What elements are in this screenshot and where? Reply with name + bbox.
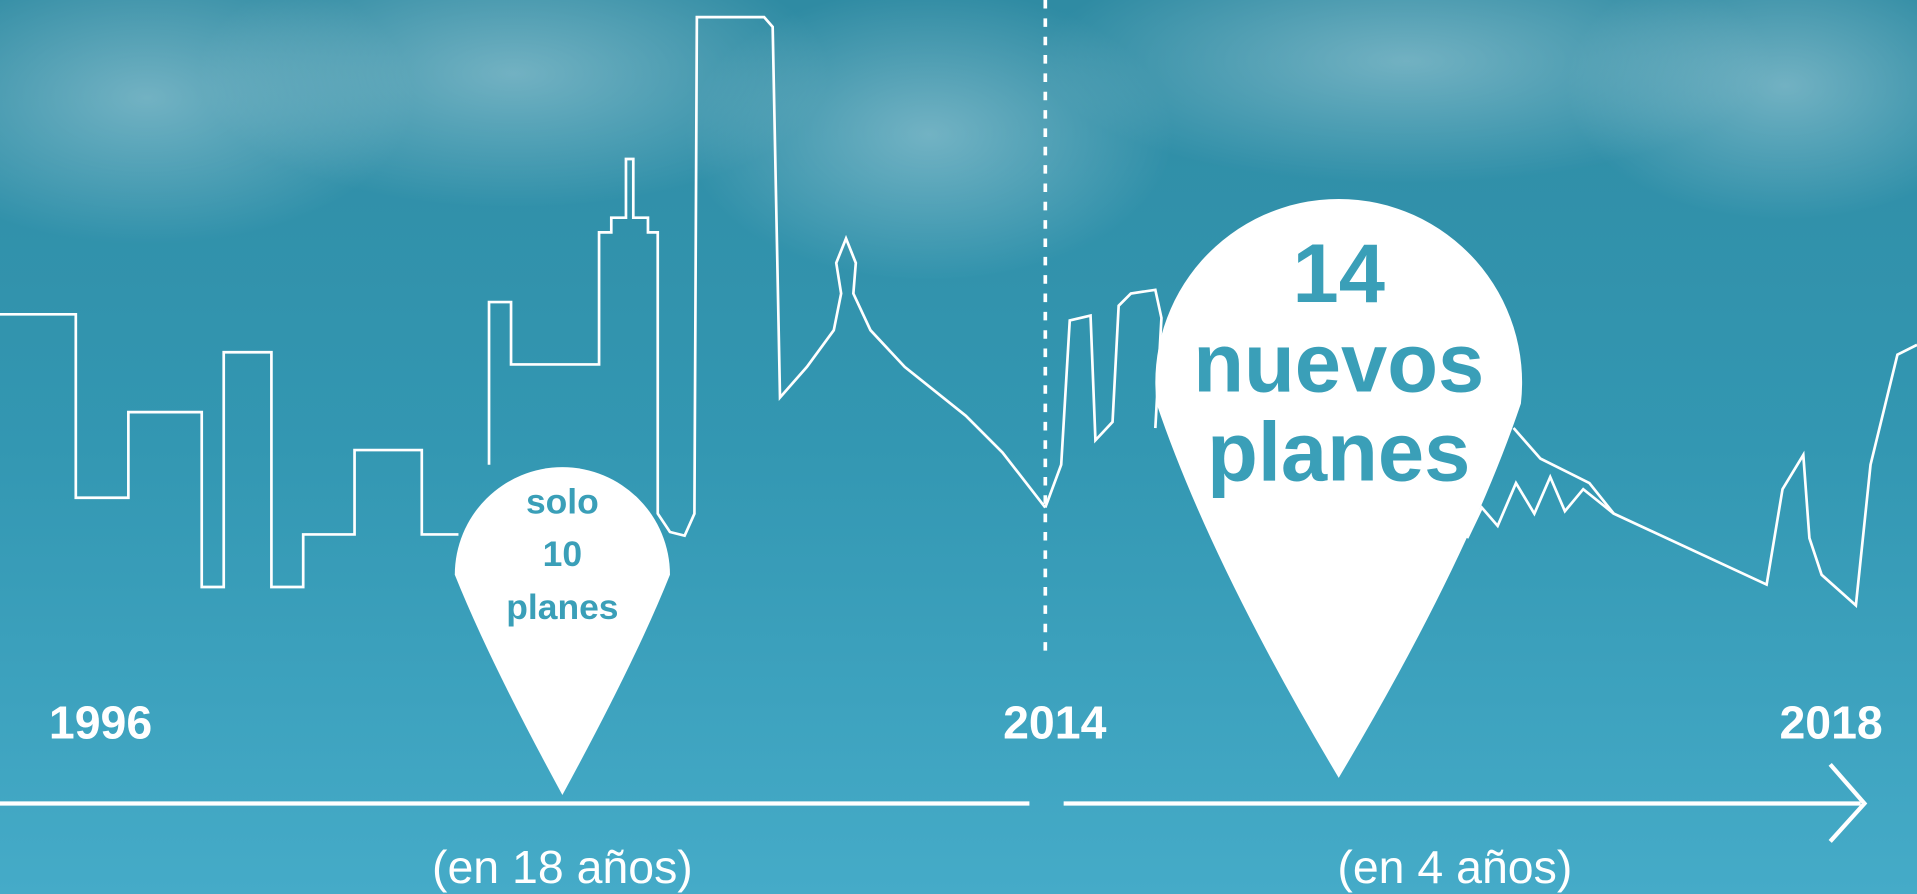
callout-line: 10 [543, 534, 582, 574]
pin-big [1155, 198, 1523, 778]
year-label: 2018 [1779, 697, 1882, 749]
skyline-middle [487, 15, 1047, 538]
year-label: 1996 [49, 697, 152, 749]
period-label: (en 4 años) [1337, 841, 1572, 893]
callout-line: solo [526, 482, 599, 522]
skyline-far-right [1512, 343, 1917, 609]
skyline-right [1044, 288, 1163, 509]
skyline-left [0, 312, 459, 589]
cloud [195, 0, 832, 208]
arrowhead [1828, 762, 1868, 843]
mountains [1465, 473, 1615, 539]
cloud [1564, 0, 1917, 221]
clouds [0, 0, 1917, 282]
year-label: 2014 [1003, 697, 1106, 749]
period-label: (en 18 años) [432, 841, 693, 893]
pin-small [454, 467, 670, 795]
callout-line: 14 [1292, 227, 1384, 320]
callout-line: nuevos [1193, 316, 1484, 409]
callout-line: planes [506, 587, 618, 627]
callout-line: planes [1207, 406, 1470, 499]
